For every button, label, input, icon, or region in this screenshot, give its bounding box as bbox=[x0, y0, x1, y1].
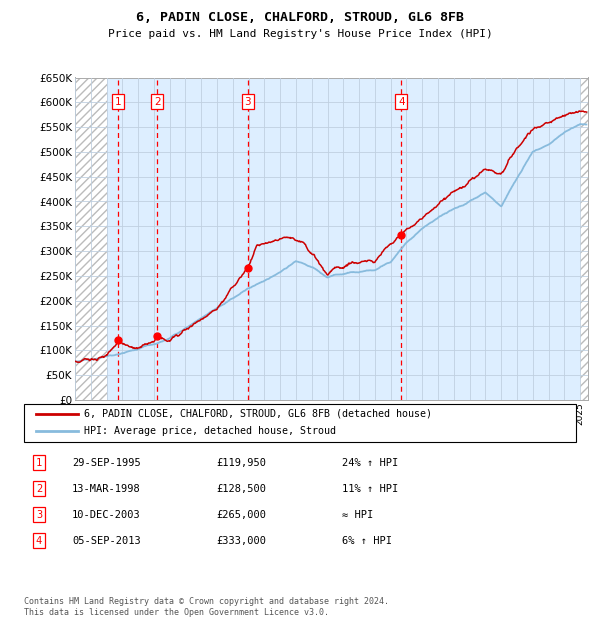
Text: £333,000: £333,000 bbox=[216, 536, 266, 546]
Text: 1: 1 bbox=[115, 97, 122, 107]
Text: 24% ↑ HPI: 24% ↑ HPI bbox=[342, 458, 398, 467]
Text: £265,000: £265,000 bbox=[216, 510, 266, 520]
Text: 13-MAR-1998: 13-MAR-1998 bbox=[72, 484, 141, 494]
Text: 4: 4 bbox=[398, 97, 404, 107]
Text: 10-DEC-2003: 10-DEC-2003 bbox=[72, 510, 141, 520]
Text: 3: 3 bbox=[244, 97, 251, 107]
Text: 4: 4 bbox=[36, 536, 42, 546]
Text: HPI: Average price, detached house, Stroud: HPI: Average price, detached house, Stro… bbox=[84, 427, 336, 436]
Text: 6% ↑ HPI: 6% ↑ HPI bbox=[342, 536, 392, 546]
Text: 11% ↑ HPI: 11% ↑ HPI bbox=[342, 484, 398, 494]
Text: 05-SEP-2013: 05-SEP-2013 bbox=[72, 536, 141, 546]
Text: 2: 2 bbox=[36, 484, 42, 494]
Text: 29-SEP-1995: 29-SEP-1995 bbox=[72, 458, 141, 467]
Text: 6, PADIN CLOSE, CHALFORD, STROUD, GL6 8FB: 6, PADIN CLOSE, CHALFORD, STROUD, GL6 8F… bbox=[136, 11, 464, 24]
Text: £119,950: £119,950 bbox=[216, 458, 266, 467]
Text: 1: 1 bbox=[36, 458, 42, 467]
Text: 6, PADIN CLOSE, CHALFORD, STROUD, GL6 8FB (detached house): 6, PADIN CLOSE, CHALFORD, STROUD, GL6 8F… bbox=[84, 409, 432, 419]
Text: Price paid vs. HM Land Registry's House Price Index (HPI): Price paid vs. HM Land Registry's House … bbox=[107, 29, 493, 38]
Bar bbox=[75, 78, 107, 400]
Text: £128,500: £128,500 bbox=[216, 484, 266, 494]
Bar bbox=[580, 78, 588, 400]
Text: 2: 2 bbox=[154, 97, 160, 107]
Text: ≈ HPI: ≈ HPI bbox=[342, 510, 373, 520]
Text: 3: 3 bbox=[36, 510, 42, 520]
Text: Contains HM Land Registry data © Crown copyright and database right 2024.
This d: Contains HM Land Registry data © Crown c… bbox=[24, 598, 389, 617]
